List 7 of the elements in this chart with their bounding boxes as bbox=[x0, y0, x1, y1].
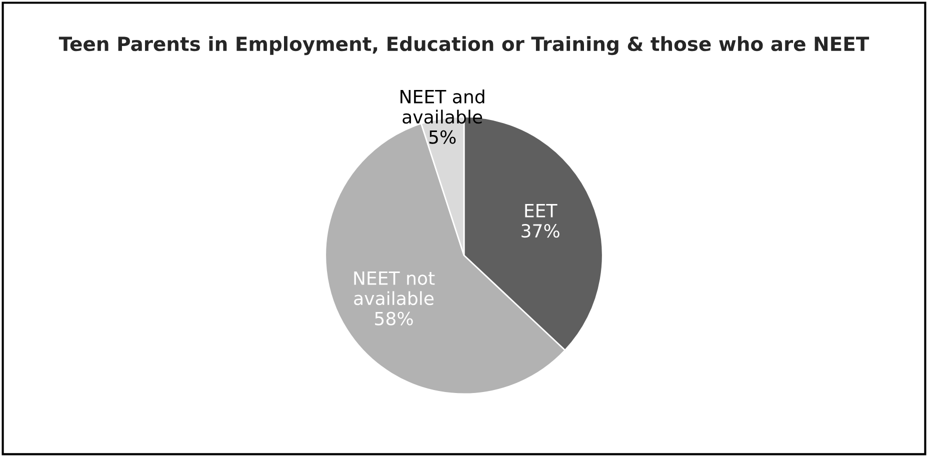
slice-label: NEET and available bbox=[400, 89, 484, 124]
data-label: 5% bbox=[429, 130, 456, 144]
data-label: 37% bbox=[522, 224, 560, 238]
slice-label: EET bbox=[525, 204, 558, 218]
data-label: 58% bbox=[375, 312, 413, 326]
slice-label: NEET not available bbox=[354, 272, 435, 306]
chart-title: Teen Parents in Employment, Education or Training & those who are NEET bbox=[58, 36, 870, 56]
